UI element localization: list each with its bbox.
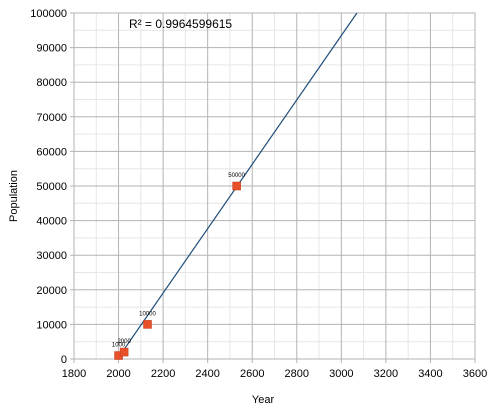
- x-tick-label: 2200: [151, 368, 175, 380]
- x-tick-label: 3000: [329, 368, 353, 380]
- data-point-label: 10000: [139, 311, 156, 317]
- y-tick-label: 80000: [36, 77, 67, 89]
- data-point-marker: [143, 320, 152, 329]
- data-point-label: 1000: [112, 343, 126, 349]
- data-point-label: 2000: [117, 339, 131, 345]
- data-point-label: 50000: [228, 173, 245, 179]
- y-axis-title: Population: [8, 170, 20, 222]
- x-axis-title: Year: [252, 394, 275, 406]
- x-axis-tick-labels: 1800 2000 2200 2400 2600 2800 3000 3200 3400 3600: [62, 368, 487, 380]
- y-tick-label: 70000: [36, 112, 67, 124]
- y-tick-label: 40000: [36, 216, 67, 228]
- minor-gridlines: [74, 13, 475, 359]
- data-point-marker: [119, 347, 129, 357]
- plot-area-frame: [73, 12, 476, 360]
- x-tick-label: 2000: [106, 368, 130, 380]
- x-tick-label: 3200: [374, 368, 398, 380]
- y-tick-label: 90000: [36, 43, 67, 55]
- data-points: [114, 181, 241, 360]
- y-tick-label: 0: [61, 354, 67, 366]
- x-tick-label: 2600: [240, 368, 264, 380]
- y-axis-tick-labels: 0 10000 20000 30000 40000 50000 60000 70000 8000…: [30, 8, 67, 366]
- y-tick-label: 60000: [36, 146, 67, 158]
- data-point-marker: [232, 181, 241, 191]
- x-tick-label: 2800: [285, 368, 309, 380]
- y-tick-label: 20000: [36, 285, 67, 297]
- r-squared-annotation: R² = 0.9964599615: [129, 17, 232, 31]
- x-tick-label: 1800: [62, 368, 86, 380]
- x-tick-label: 2400: [195, 368, 219, 380]
- y-tick-label: 100000: [30, 8, 67, 20]
- y-tick-label: 50000: [36, 181, 67, 193]
- x-tick-label: 3600: [463, 368, 487, 380]
- y-tick-label: 30000: [36, 250, 67, 262]
- y-tick-label: 10000: [36, 319, 67, 331]
- x-tick-label: 3400: [418, 368, 442, 380]
